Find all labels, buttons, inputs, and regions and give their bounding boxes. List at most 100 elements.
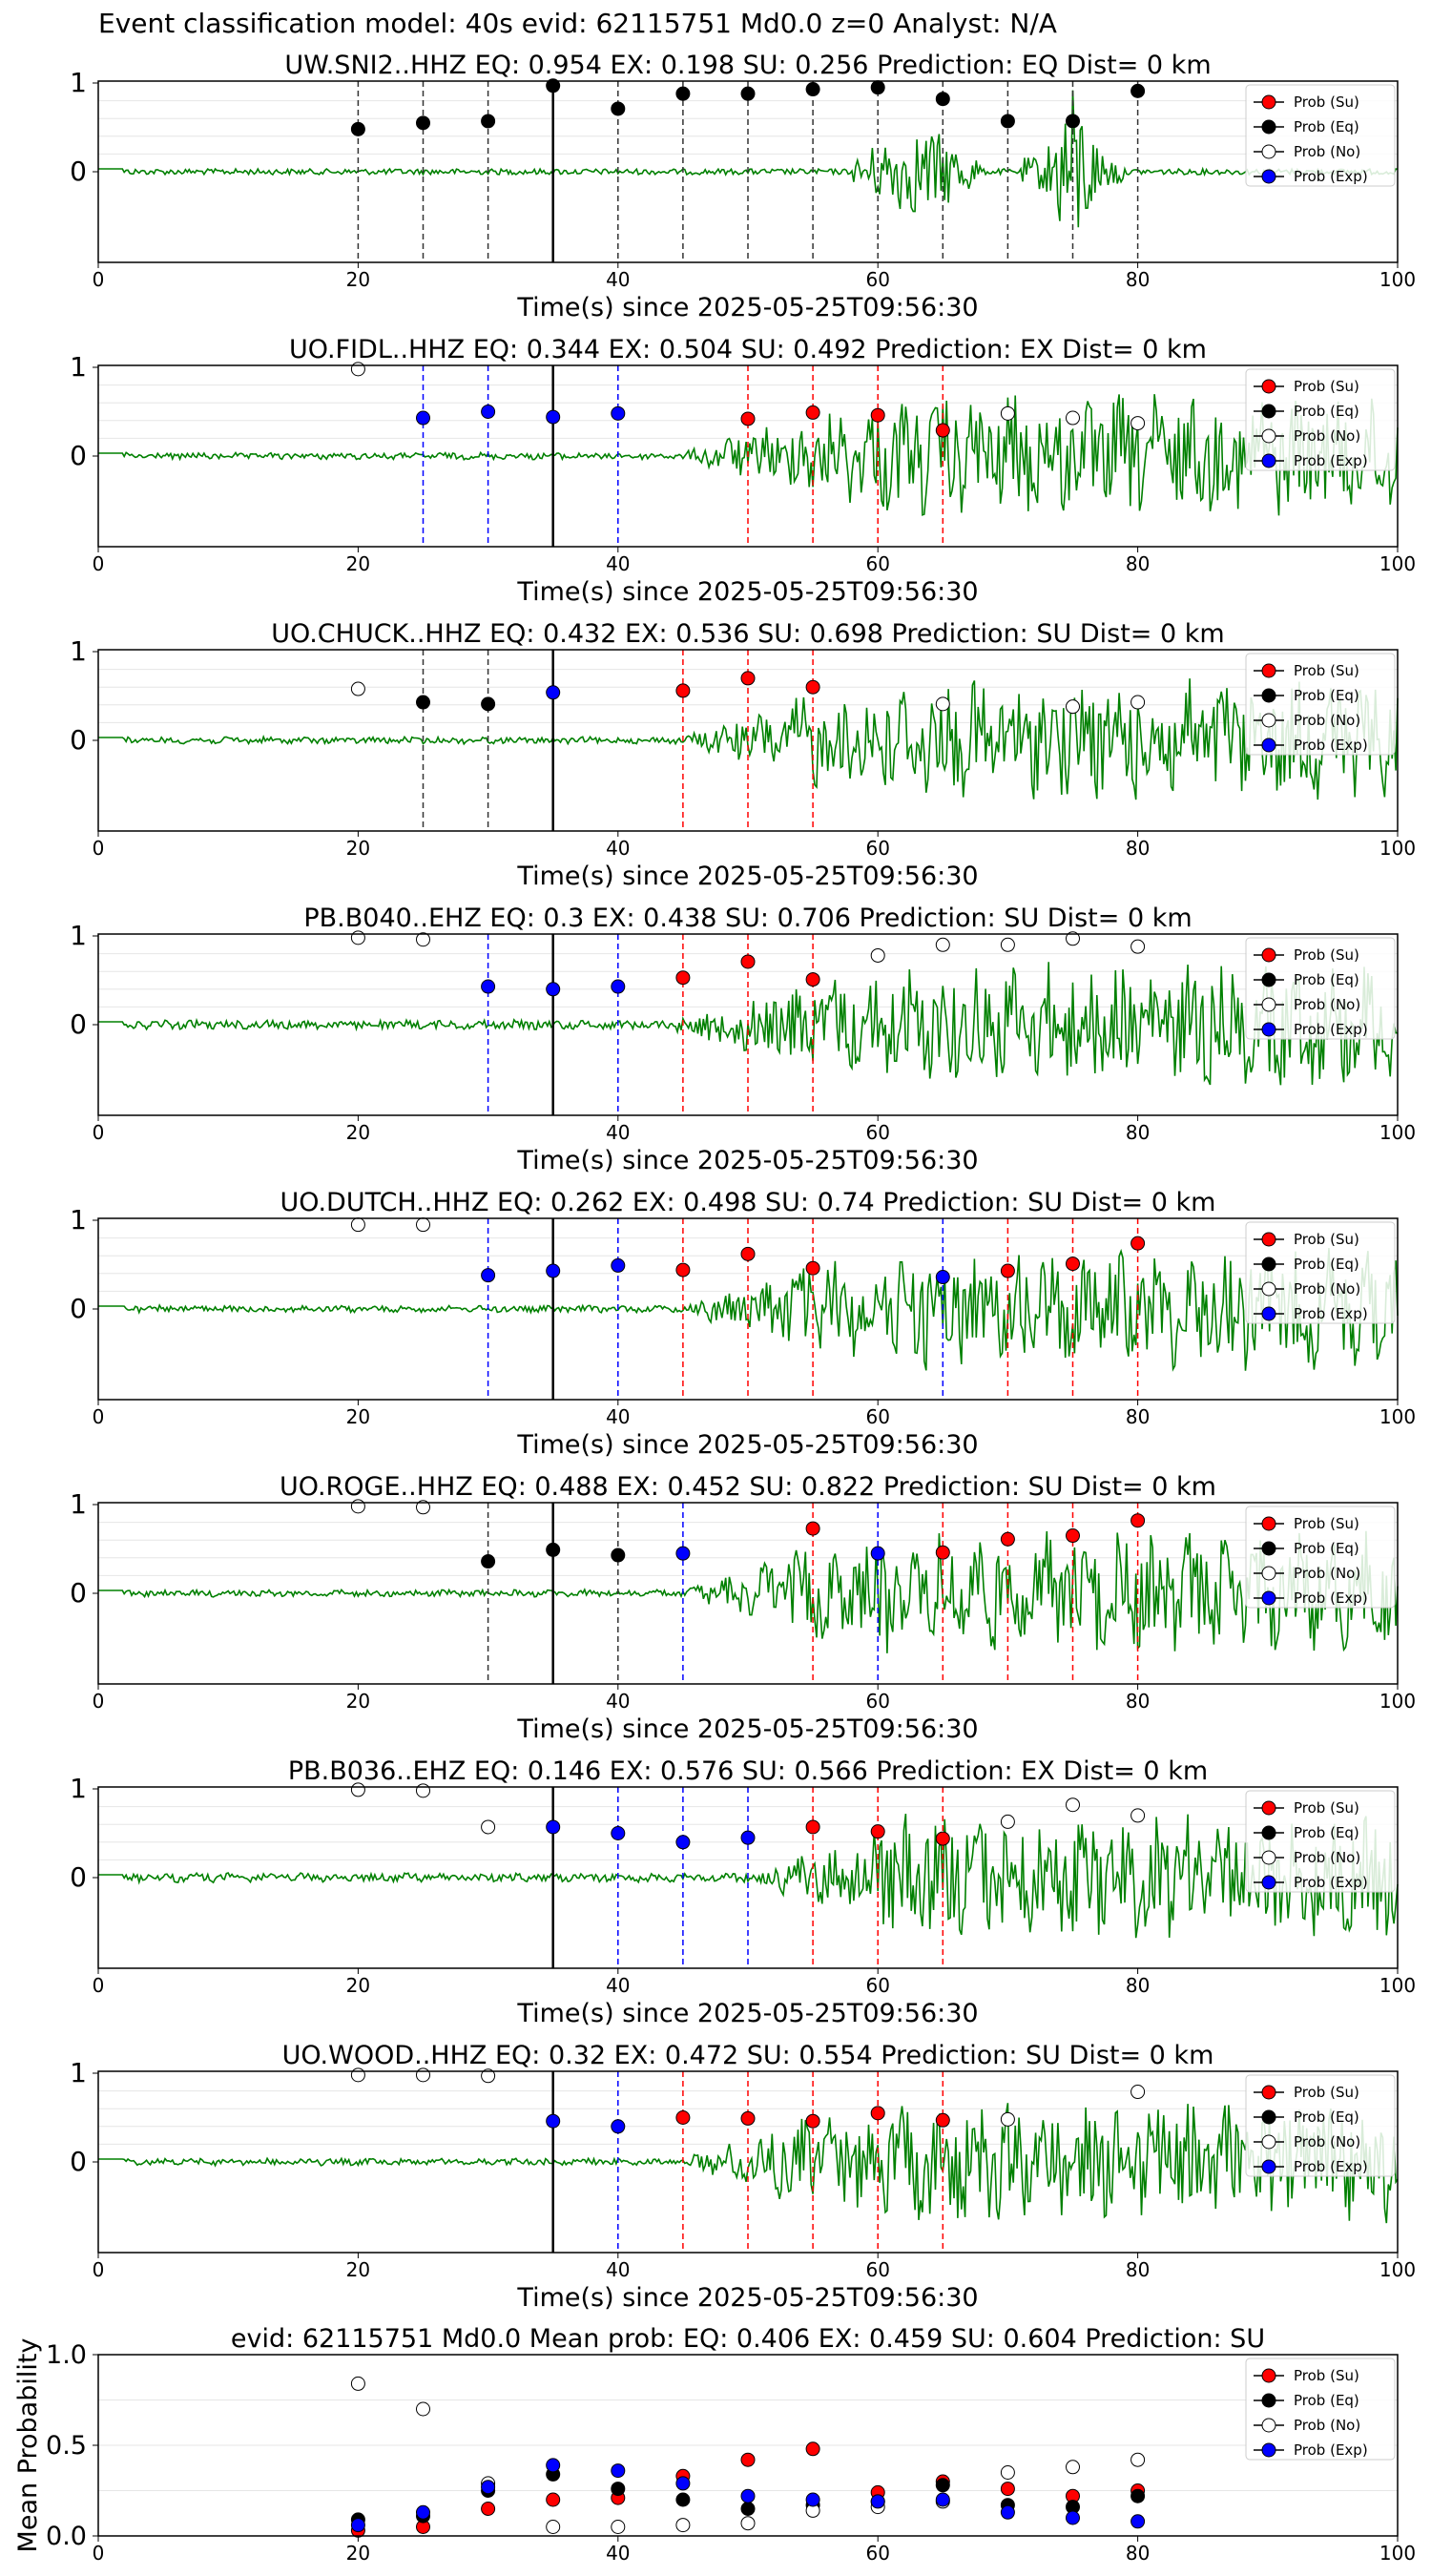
waveform-trace	[98, 90, 1399, 228]
prob-marker-no	[350, 1782, 365, 1797]
x-tick-label: 20	[346, 1121, 370, 1144]
prob-marker-no	[935, 696, 950, 712]
x-tick-label: 80	[1126, 2258, 1150, 2281]
legend-label-eq: Prob (Eq)	[1294, 1824, 1359, 1841]
legend-marker-eq	[1261, 1257, 1276, 1272]
x-tick-label: 80	[1126, 2542, 1150, 2565]
prob-marker-no	[416, 932, 430, 947]
legend-label-su: Prob (Su)	[1294, 662, 1359, 679]
legend-marker-no	[1261, 713, 1276, 728]
mean-marker-su	[805, 2441, 820, 2457]
prob-marker-exp	[546, 685, 561, 700]
prob-marker-no	[1130, 1808, 1146, 1823]
y-tick-label: 1	[70, 1488, 87, 1520]
x-tick-label: 80	[1126, 837, 1150, 860]
x-tick-label: 0	[93, 2542, 105, 2565]
prob-marker-no	[935, 937, 950, 952]
x-tick-label: 40	[606, 268, 630, 291]
legend-marker-su	[1261, 2085, 1276, 2100]
mean-marker-su	[546, 2492, 561, 2507]
mean-marker-exp	[1130, 2514, 1146, 2529]
prob-marker-su	[935, 423, 950, 438]
legend-marker-no	[1261, 428, 1276, 444]
y-tick-label: 1	[70, 67, 87, 98]
x-tick-label: 40	[606, 1405, 630, 1428]
prob-marker-su	[870, 1824, 885, 1839]
prob-marker-eq	[611, 1548, 626, 1563]
mean-marker-no	[1066, 2460, 1080, 2475]
legend-label-su: Prob (Su)	[1294, 93, 1359, 111]
panel-title: UO.CHUCK..HHZ EQ: 0.432 EX: 0.536 SU: 0.…	[271, 619, 1224, 649]
mean-marker-exp	[1066, 2510, 1080, 2525]
prob-marker-su	[935, 2112, 950, 2128]
legend-label-no: Prob (No)	[1294, 996, 1360, 1013]
legend-box-5	[1245, 1506, 1396, 1609]
legend-label-eq: Prob (Eq)	[1294, 971, 1359, 988]
prob-marker-exp	[481, 405, 496, 419]
prob-marker-no	[350, 1217, 365, 1233]
prob-marker-su	[740, 2110, 756, 2126]
prob-marker-su	[805, 972, 820, 987]
x-tick-label: 0	[93, 1974, 105, 1997]
y-tick-label: 0	[70, 1861, 87, 1893]
legend-marker-no	[1261, 2418, 1276, 2433]
figure-title: Event classification model: 40s evid: 62…	[98, 8, 1057, 39]
legend-marker-exp	[1261, 1022, 1276, 1037]
legend-box-2	[1245, 653, 1396, 756]
legend-label-no: Prob (No)	[1294, 1849, 1360, 1866]
mean-marker-no	[350, 2376, 365, 2391]
legend-marker-su	[1261, 1516, 1276, 1531]
legend-marker-no	[1261, 2134, 1276, 2150]
x-tick-label: 0	[93, 1121, 105, 1144]
x-tick-label: 60	[865, 1690, 889, 1713]
mean-marker-exp	[350, 2518, 365, 2533]
prob-marker-su	[805, 2113, 820, 2129]
prob-marker-su	[675, 2110, 691, 2125]
prob-marker-su	[1066, 1528, 1080, 1544]
prob-marker-exp	[546, 2113, 561, 2129]
prob-marker-no	[350, 362, 365, 377]
x-tick-label: 80	[1126, 1974, 1150, 1997]
prob-marker-exp	[546, 1819, 561, 1835]
y-tick-label: 1	[70, 1773, 87, 1804]
prob-marker-su	[1130, 1513, 1146, 1528]
mean-marker-eq	[740, 2502, 756, 2516]
x-tick-label: 100	[1379, 2542, 1416, 2565]
y-tick-label: 0	[70, 1293, 87, 1324]
x-tick-label: 20	[346, 268, 370, 291]
legend-marker-su	[1261, 663, 1276, 678]
legend-marker-su	[1261, 379, 1276, 394]
prob-marker-no	[1066, 699, 1080, 715]
mean-marker-exp	[481, 2480, 496, 2495]
prob-marker-exp	[675, 1546, 691, 1561]
prob-marker-eq	[611, 101, 626, 116]
x-tick-label: 80	[1126, 1690, 1150, 1713]
x-tick-label: 100	[1379, 1690, 1416, 1713]
x-tick-label: 40	[606, 2542, 630, 2565]
legend-box-4	[1245, 1221, 1396, 1324]
prob-marker-su	[805, 1521, 820, 1536]
legend-label-eq: Prob (Eq)	[1294, 1256, 1359, 1273]
panel-title: PB.B036..EHZ EQ: 0.146 EX: 0.576 SU: 0.5…	[288, 1756, 1208, 1786]
prob-marker-eq	[546, 78, 561, 93]
mean-marker-no	[675, 2518, 691, 2533]
panel-title: PB.B040..EHZ EQ: 0.3 EX: 0.438 SU: 0.706…	[303, 904, 1192, 933]
legend-label-no: Prob (No)	[1294, 712, 1360, 729]
y-tick-label: 1	[70, 920, 87, 951]
x-tick-label: 60	[865, 1405, 889, 1428]
prob-marker-su	[1000, 1263, 1015, 1278]
prob-marker-no	[350, 930, 365, 945]
prob-marker-exp	[481, 979, 496, 994]
legend-marker-exp	[1261, 169, 1276, 184]
x-tick-label: 60	[865, 268, 889, 291]
legend-marker-exp	[1261, 2442, 1276, 2458]
y-tick-label: 0.5	[46, 2431, 87, 2461]
prob-marker-exp	[481, 1268, 496, 1283]
x-tick-label: 40	[606, 1974, 630, 1997]
prob-marker-su	[870, 2106, 885, 2121]
mean-marker-exp	[870, 2494, 885, 2509]
legend-label-exp: Prob (Exp)	[1294, 737, 1368, 754]
mean-panel-title: evid: 62115751 Md0.0 Mean prob: EQ: 0.40…	[231, 2324, 1265, 2354]
prob-marker-su	[740, 954, 756, 969]
legend-marker-no	[1261, 997, 1276, 1012]
